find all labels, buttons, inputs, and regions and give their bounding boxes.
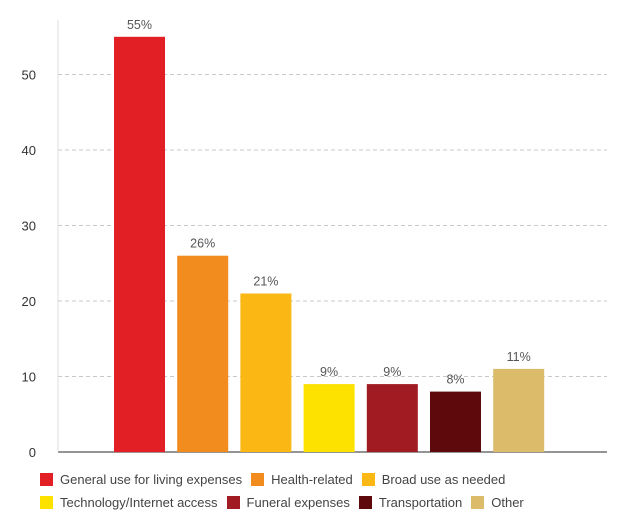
legend-label: Funeral expenses (246, 494, 350, 510)
legend-item: Transportation (358, 494, 463, 510)
legend-label: General use for living expenses (60, 471, 243, 487)
bars (114, 36, 545, 453)
legend-label: Transportation (378, 494, 463, 510)
bar (366, 384, 418, 452)
legend-swatch (226, 495, 240, 509)
legend-swatch (361, 472, 375, 486)
legend-item: Health-related (251, 472, 353, 487)
legend-label: Technology/Internet access (60, 494, 218, 510)
y-tick-label: 0 (29, 445, 36, 460)
legend-swatch (471, 495, 485, 509)
bar-data-label: 9% (320, 365, 338, 379)
bar (114, 36, 165, 453)
legend-item: Broad use as needed (361, 471, 506, 487)
legend: General use for living expenses Health-re… (40, 468, 615, 514)
bar (493, 368, 545, 452)
bar-chart: 0 10 20 30 40 50 55% 26% 21% 9% 9% 8% 11% (22, 18, 607, 461)
legend-label: Broad use as needed (381, 471, 506, 487)
legend-swatch (251, 472, 265, 486)
data-labels: 55% 26% 21% 9% 9% 8% 11% (127, 18, 531, 387)
legend-item: Funeral expenses (226, 494, 350, 510)
legend-row: General use for living expenses Health-re… (40, 468, 615, 490)
legend-item: General use for living expenses (40, 472, 242, 487)
legend-row: Technology/Internet access Funeral expens… (40, 491, 615, 513)
y-tick-label: 30 (22, 219, 36, 234)
bar (177, 255, 229, 452)
bar (430, 391, 481, 452)
y-tick-label: 40 (22, 143, 36, 158)
legend-swatch (358, 495, 372, 509)
legend-item: Other (471, 495, 524, 510)
bar (240, 293, 292, 452)
y-tick-label: 50 (22, 68, 36, 83)
bar-data-label: 9% (383, 365, 401, 379)
bar-data-label: 8% (446, 373, 464, 387)
bar-data-label: 21% (253, 275, 278, 289)
y-tick-label: 20 (22, 294, 36, 309)
bar (303, 384, 355, 452)
legend-label: Other (491, 494, 524, 510)
legend-label: Health-related (271, 471, 353, 487)
legend-swatch (40, 472, 53, 486)
bar-data-label: 11% (507, 350, 531, 364)
legend-swatch (40, 495, 53, 509)
bar-data-label: 55% (127, 18, 152, 32)
y-axis-ticks: 0 10 20 30 40 50 (22, 68, 36, 461)
bar-data-label: 26% (190, 237, 215, 251)
y-tick-label: 10 (22, 370, 36, 385)
legend-item: Technology/Internet access (40, 495, 218, 510)
